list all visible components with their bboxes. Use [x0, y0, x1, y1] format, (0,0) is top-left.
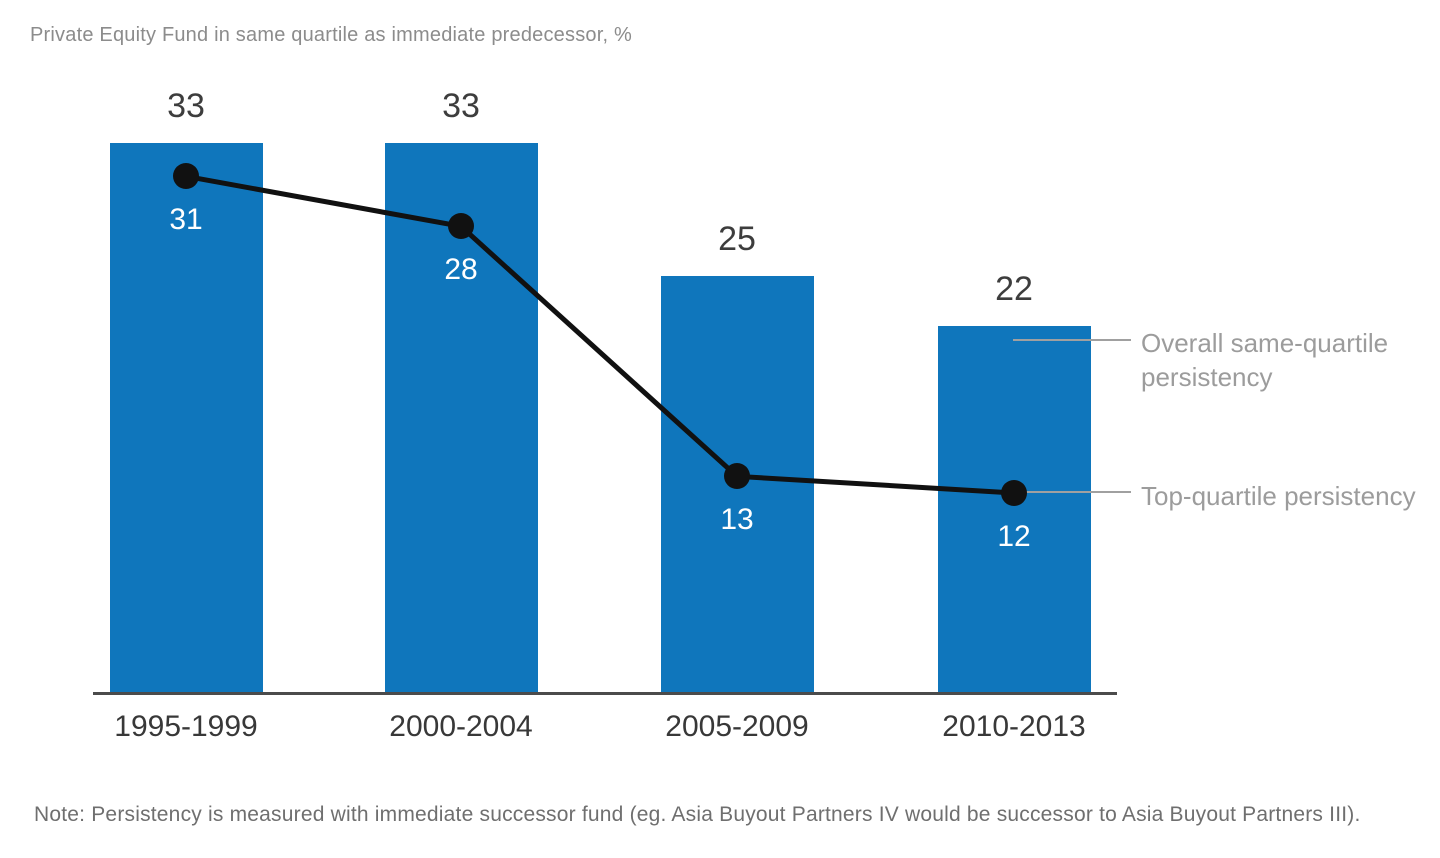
legend-label-overall: Overall same-quartile persistency — [1141, 328, 1389, 392]
x-axis-label-2005-2009: 2005-2009 — [665, 710, 809, 743]
legend-connector-top-quartile — [1013, 491, 1131, 493]
legend-label-top-quartile: Top-quartile persistency — [1141, 481, 1416, 511]
bar-value-label: 33 — [167, 87, 205, 125]
bar-value-label: 22 — [995, 270, 1033, 309]
top-quartile-polyline — [185, 173, 1015, 496]
line-value-label: 31 — [169, 203, 203, 237]
x-axis-label-2010-2013: 2010-2013 — [942, 710, 1086, 743]
x-axis-label-2000-2004: 2000-2004 — [389, 710, 533, 743]
bar-value-label: 33 — [442, 87, 480, 125]
bar-value-label: 25 — [718, 220, 756, 259]
x-axis-line — [93, 692, 1117, 695]
chart-title: Private Equity Fund in same quartile as … — [30, 24, 632, 46]
x-axis-label-1995-1999: 1995-1999 — [114, 710, 258, 743]
line-value-label: 12 — [997, 520, 1031, 553]
line-value-label: 13 — [720, 503, 754, 537]
footnote: Note: Persistency is measured with immed… — [34, 803, 1361, 826]
legend-connector-overall — [1013, 339, 1131, 341]
line-value-label: 28 — [444, 253, 478, 287]
bar-2010-2013 — [937, 326, 1091, 693]
line-point-2010-2013 — [1001, 480, 1027, 506]
